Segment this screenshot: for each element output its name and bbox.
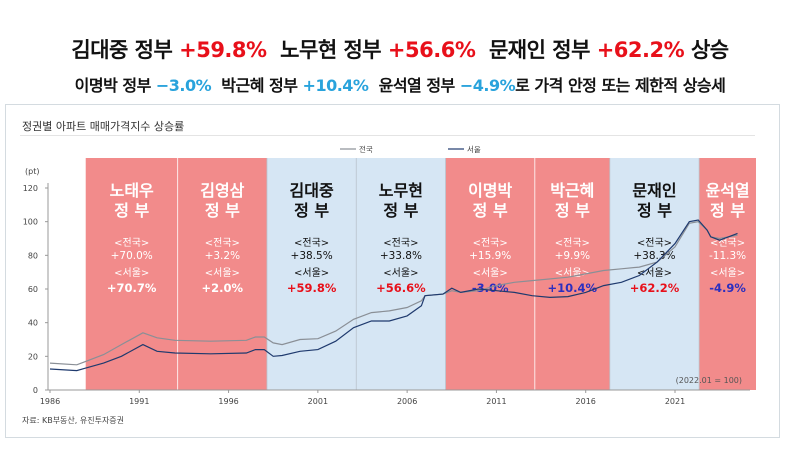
period-band [609, 158, 700, 390]
period-band [356, 158, 446, 390]
period-band [266, 158, 357, 390]
series-line-전국 [49, 221, 738, 366]
period-band [534, 158, 610, 390]
seoul-change: +10.4% [548, 281, 598, 295]
source-note: 자료: KB부동산, 유진투자증권 [22, 416, 125, 425]
period-name: 문재인 [632, 181, 676, 200]
headline-segment: 상승 [684, 38, 729, 62]
y-tick-label: 80 [28, 251, 38, 260]
headline-segment: 윤석열 정부 [368, 76, 460, 95]
seoul-label: <서울> [473, 267, 508, 279]
headline-segment: −4.9% [459, 76, 516, 95]
x-tick-label: 2001 [308, 397, 328, 406]
period-suffix: 정 부 [294, 201, 329, 220]
national-label: <전국> [294, 237, 329, 249]
headline-segment: −3.0% [155, 76, 212, 95]
seoul-label: <서울> [294, 267, 329, 279]
seoul-label: <서울> [114, 267, 149, 279]
period-name: 노무현 [379, 181, 423, 200]
national-label: <전국> [473, 237, 508, 249]
x-tick-label: 2016 [576, 397, 596, 406]
x-tick-label: 1986 [40, 397, 60, 406]
national-label: <전국> [114, 237, 149, 249]
headline-line-1: 김대중 정부 +59.8% 노무현 정부 +56.6% 문재인 정부 +62.2… [0, 34, 800, 64]
period-name: 박근혜 [550, 181, 594, 200]
x-tick-label: 2006 [397, 397, 417, 406]
x-tick-label: 1991 [129, 397, 149, 406]
x-tick-label: 2011 [486, 397, 506, 406]
seoul-label: <서울> [383, 267, 418, 279]
national-label: <전국> [555, 237, 590, 249]
seoul-label: <서울> [205, 267, 240, 279]
headline-segment: 로 가격 안정 또는 제한적 상승세 [515, 76, 726, 95]
period-band [445, 158, 535, 390]
y-tick-label: 0 [33, 386, 38, 395]
chart-title: 정권별 아파트 매매가격지수 상승률 [22, 120, 185, 133]
national-change: +70.0% [111, 250, 153, 262]
seoul-label: <서울> [555, 267, 590, 279]
seoul-change: -4.9% [709, 281, 746, 295]
headline-segment: 이명박 정부 [74, 76, 156, 95]
seoul-change: +59.8% [287, 281, 337, 295]
headline-line-2: 이명박 정부 −3.0% 박근혜 정부 +10.4% 윤석열 정부 −4.9%로… [0, 72, 800, 96]
headline-segment: 문재인 정부 [475, 38, 597, 62]
national-change: +9.9% [555, 250, 590, 262]
period-band [699, 158, 756, 390]
national-change: +3.2% [205, 250, 240, 262]
legend-label: 전국 [359, 144, 373, 154]
legend-label: 서울 [467, 145, 481, 154]
seoul-change: +56.6% [376, 281, 426, 295]
x-tick-label: 2021 [665, 397, 685, 406]
headline-segment: 박근혜 정부 [211, 76, 303, 95]
y-tick-label: 20 [28, 352, 38, 361]
period-suffix: 정 부 [710, 201, 745, 220]
headline-segment: +56.6% [387, 38, 476, 62]
seoul-change: -3.0% [472, 281, 509, 295]
period-suffix: 정 부 [473, 201, 508, 220]
period-suffix: 정 부 [205, 201, 240, 220]
period-name: 노태우 [110, 181, 154, 200]
chart-frame [5, 104, 780, 438]
y-tick-label: 60 [28, 285, 38, 294]
y-tick-label: 100 [23, 218, 38, 227]
y-axis-unit: (pt) [25, 167, 39, 176]
period-name: 윤석열 [705, 181, 749, 200]
y-tick-label: 40 [28, 319, 38, 328]
y-tick-label: 120 [23, 184, 38, 193]
headline-segment: +59.8% [179, 38, 267, 62]
seoul-change: +2.0% [202, 281, 244, 295]
period-suffix: 정 부 [383, 201, 418, 220]
period-suffix: 정 부 [114, 201, 149, 220]
seoul-change: +62.2% [630, 281, 680, 295]
base-note: (2022.01 = 100) [676, 376, 742, 385]
headline-segment: 김대중 정부 [71, 38, 180, 62]
national-label: <전국> [637, 237, 672, 249]
headline-segment: 노무현 정부 [266, 38, 388, 62]
seoul-label: <서울> [710, 267, 745, 279]
national-change: +38.3% [633, 250, 675, 262]
period-name: 김영삼 [200, 181, 244, 200]
period-suffix: 정 부 [637, 201, 672, 220]
period-name: 김대중 [290, 181, 334, 200]
period-suffix: 정 부 [555, 201, 590, 220]
national-label: <전국> [205, 237, 240, 249]
x-tick-label: 1996 [218, 397, 238, 406]
headline-segment: +62.2% [596, 38, 685, 62]
national-change: +33.8% [380, 250, 422, 262]
national-change: -11.3% [709, 250, 746, 262]
title-divider [20, 135, 755, 136]
series-line-서울 [49, 219, 738, 372]
seoul-change: +70.7% [107, 281, 157, 295]
headline-segment: +10.4% [302, 76, 369, 95]
national-change: +15.9% [469, 250, 511, 262]
national-label: <전국> [383, 237, 418, 249]
national-change: +38.5% [291, 250, 333, 262]
period-name: 이명박 [468, 181, 512, 200]
